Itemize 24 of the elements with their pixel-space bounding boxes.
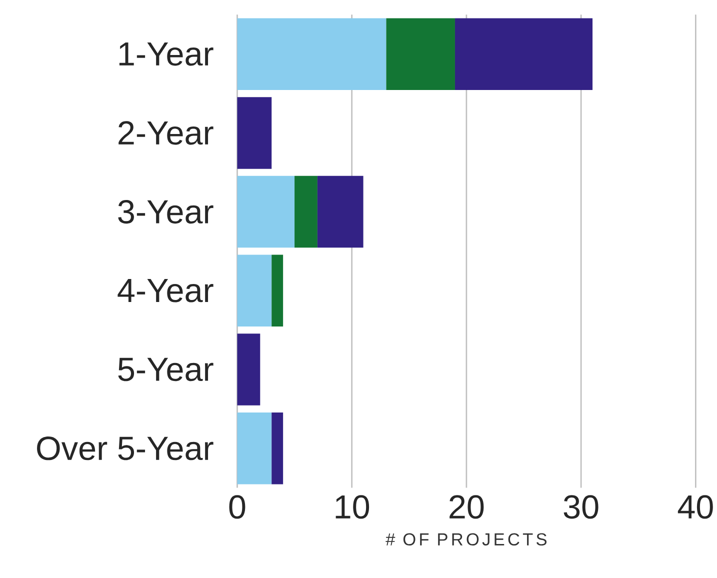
x-axis-title: # OF PROJECTS (386, 533, 547, 546)
y-tick-label: Over 5-Year (37, 436, 214, 460)
bar (237, 96, 272, 169)
bar (386, 18, 455, 90)
bar (272, 254, 284, 326)
bar (272, 412, 284, 484)
bar (237, 412, 272, 484)
bar (237, 333, 260, 406)
y-tick-label: 5-Year (118, 358, 214, 381)
bar (237, 176, 295, 248)
x-tick-label: 10 (336, 494, 370, 519)
bar (294, 176, 318, 248)
bar (237, 18, 386, 90)
y-tick-label: 1-Year (119, 42, 214, 66)
bar (454, 18, 593, 90)
x-tick-label: 20 (450, 494, 484, 519)
x-tick-label: 0 (229, 494, 246, 519)
x-tick-label: 40 (678, 494, 713, 519)
bar (237, 254, 272, 326)
y-tick-label: 2-Year (118, 120, 214, 145)
x-tick-label: 30 (564, 494, 598, 519)
y-tick-label: 3-Year (118, 200, 214, 224)
bar (317, 176, 364, 248)
y-tick-label: 4-Year (118, 278, 214, 302)
